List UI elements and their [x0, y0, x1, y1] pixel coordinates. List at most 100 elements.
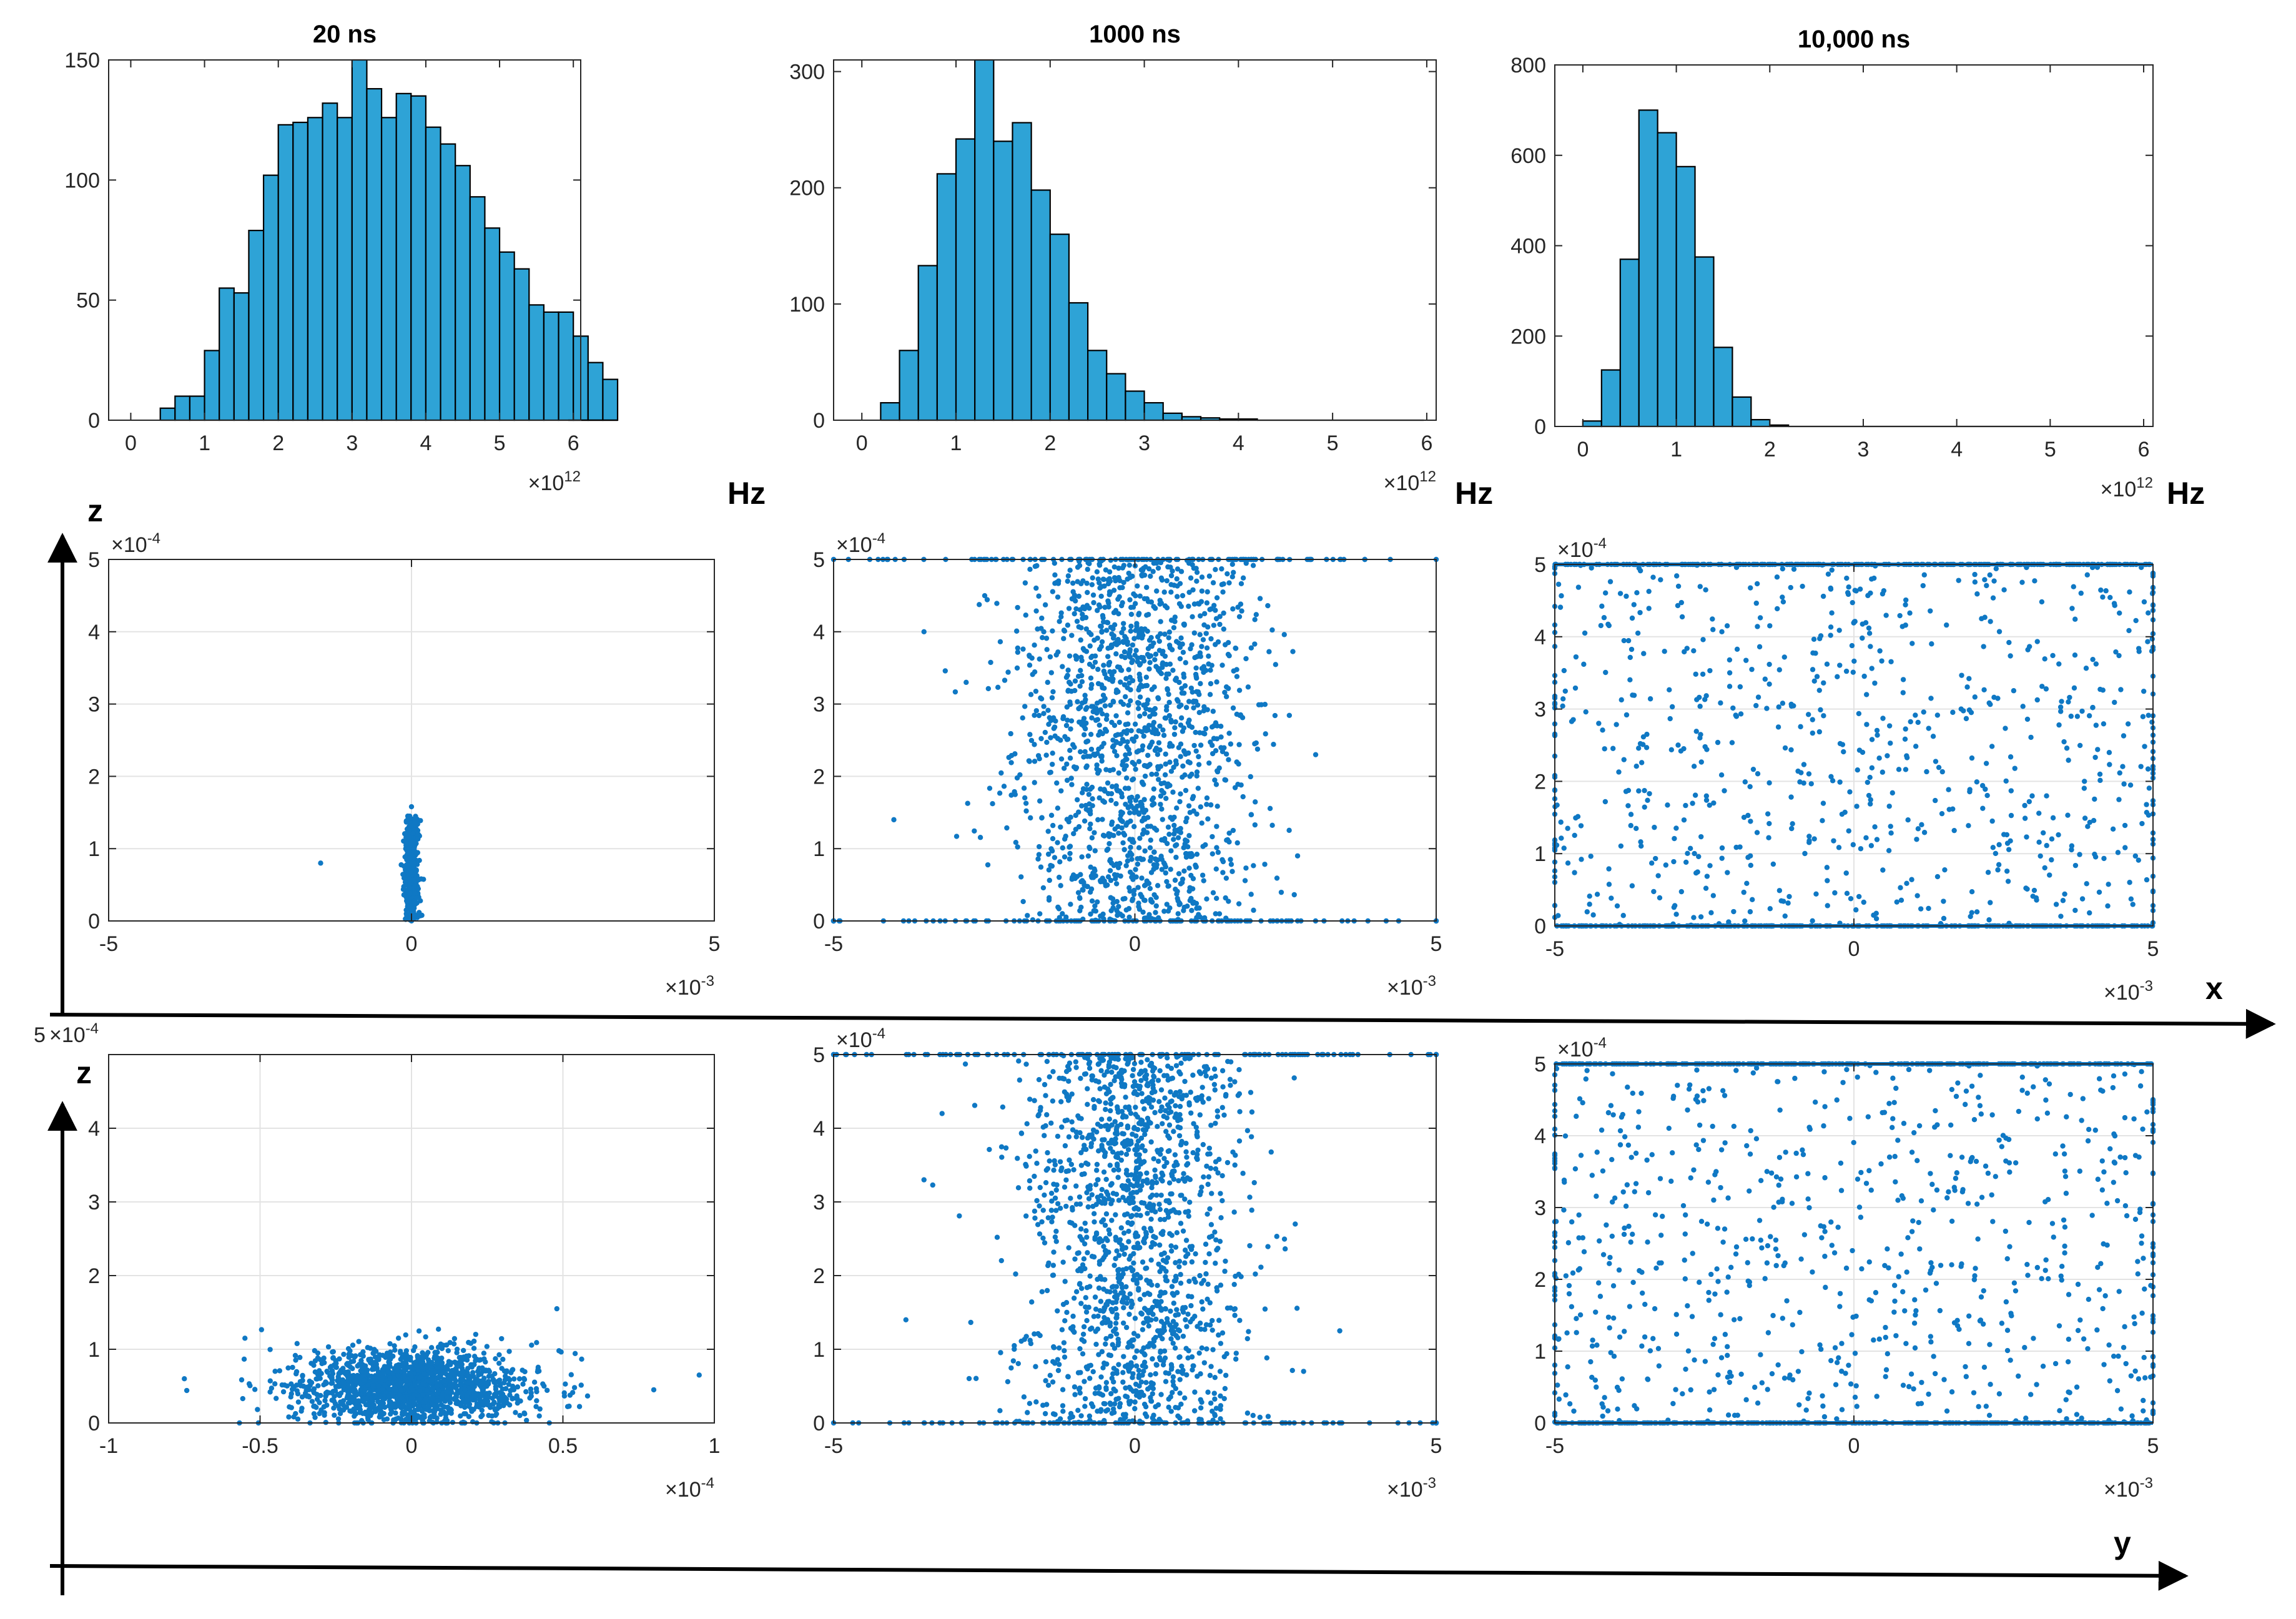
point: [1128, 698, 1133, 704]
point: [1691, 915, 1697, 920]
point: [1120, 810, 1125, 816]
point: [2093, 722, 2099, 728]
point: [1175, 566, 1181, 572]
point: [2106, 750, 2112, 755]
point: [1188, 685, 1195, 691]
point: [1096, 563, 1103, 568]
point: [1744, 880, 1750, 886]
point: [1145, 815, 1151, 820]
point: [1155, 766, 1161, 772]
point: [1164, 605, 1170, 611]
point: [1636, 746, 1642, 751]
x-tick-label: 0: [1577, 438, 1589, 461]
point: [1780, 898, 1786, 904]
point: [1093, 706, 1099, 711]
point: [486, 1390, 492, 1396]
point: [1235, 604, 1241, 610]
point: [1172, 614, 1178, 620]
point: [318, 860, 323, 866]
point: [1025, 913, 1030, 918]
point: [1243, 560, 1249, 566]
point: [1124, 744, 1130, 750]
point: [1753, 702, 1759, 709]
point: [408, 804, 415, 810]
point: [1238, 581, 1244, 587]
point: [1946, 807, 1952, 812]
point: [1811, 836, 1817, 842]
y-tick-label: 200: [789, 177, 825, 200]
y-tick-label: 800: [1510, 54, 1546, 77]
point: [2127, 589, 2132, 595]
point: [1040, 885, 1047, 891]
bar: [380, 117, 397, 421]
point: [1607, 579, 1614, 584]
point: [1251, 907, 1256, 913]
point: [1058, 883, 1063, 888]
x-tick-label: 6: [568, 431, 579, 455]
point: [1136, 687, 1141, 693]
y-tick-label: 2: [813, 765, 825, 789]
bar: [974, 59, 995, 421]
point: [1755, 694, 1761, 700]
bar: [189, 395, 205, 421]
point: [1206, 653, 1211, 659]
point: [1642, 787, 1647, 794]
point: [1214, 595, 1220, 601]
point: [1123, 752, 1128, 758]
point: [1105, 598, 1111, 604]
point: [1969, 888, 1975, 895]
point: [1083, 697, 1088, 702]
point: [1647, 696, 1653, 702]
bar: [993, 140, 1013, 421]
point: [1813, 891, 1819, 897]
point: [1790, 821, 1795, 827]
point: [2066, 699, 2071, 705]
point: [1727, 684, 1733, 689]
x-tick-label: 0: [125, 431, 137, 455]
point: [1178, 754, 1183, 759]
point: [1004, 825, 1010, 831]
point: [1205, 589, 1210, 595]
point: [1045, 851, 1052, 857]
point: [1166, 691, 1171, 697]
bar: [1125, 390, 1145, 421]
point: [1820, 818, 1825, 824]
point: [1921, 830, 1928, 835]
point: [1215, 804, 1220, 809]
point: [294, 1388, 300, 1394]
point: [2032, 578, 2037, 584]
point: [402, 1372, 408, 1377]
point: [1100, 817, 1105, 822]
point: [1874, 837, 1880, 842]
point: [1780, 594, 1785, 600]
bar: [395, 92, 412, 421]
point: [1182, 841, 1188, 847]
point: [1140, 568, 1146, 573]
point: [1049, 695, 1055, 701]
point: [1105, 780, 1111, 786]
point: [1095, 576, 1101, 582]
point: [1144, 584, 1150, 590]
point: [1113, 713, 1119, 719]
point: [1584, 909, 1590, 915]
point: [1195, 785, 1201, 791]
point: [1175, 583, 1180, 589]
point: [1049, 761, 1055, 767]
point: [1103, 627, 1110, 633]
point: [1113, 651, 1119, 657]
point: [1091, 908, 1096, 913]
point: [1858, 846, 1864, 852]
point: [1163, 870, 1169, 876]
point: [2060, 898, 2066, 903]
point: [1048, 717, 1054, 724]
point: [2087, 910, 2092, 916]
point: [1125, 641, 1130, 647]
point: [1052, 855, 1058, 860]
point: [1176, 601, 1183, 607]
point: [1146, 722, 1152, 729]
point: [2064, 746, 2070, 751]
point: [1122, 654, 1128, 661]
point: [1055, 904, 1061, 910]
point: [1163, 676, 1169, 681]
point: [408, 1364, 414, 1370]
